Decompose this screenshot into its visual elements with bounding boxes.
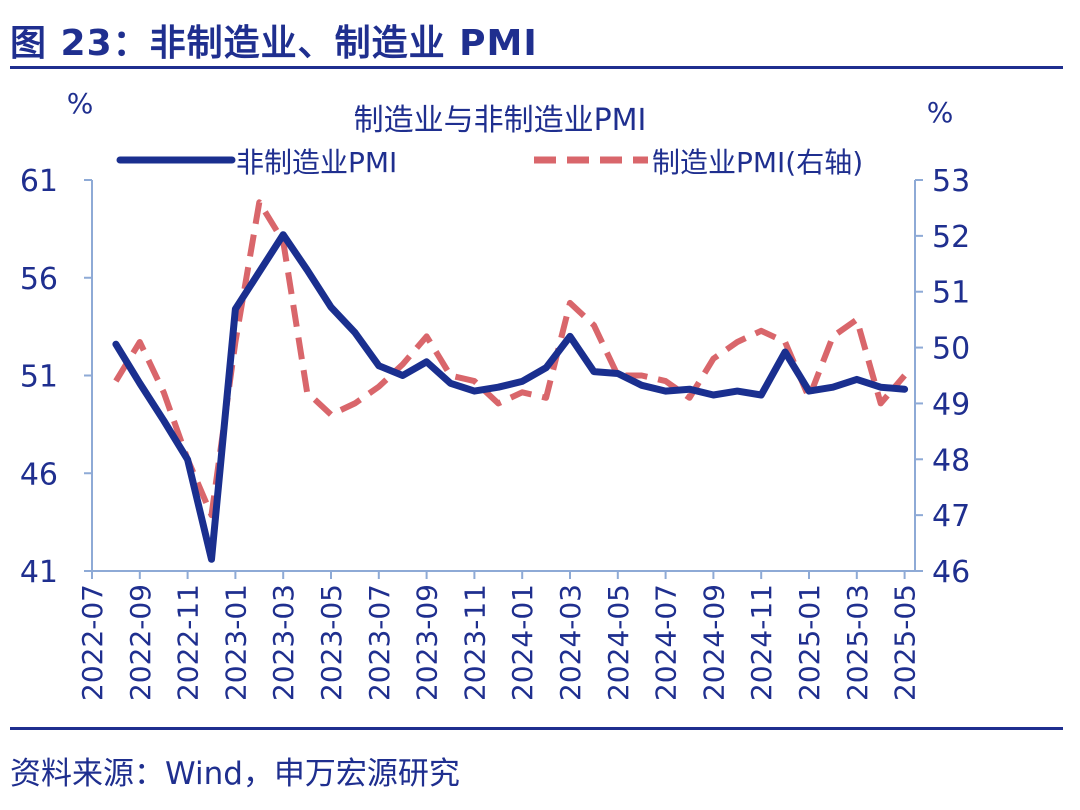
x-tick-label: 2024-05 — [602, 584, 635, 701]
series-line-nonmfg-pmi — [112, 231, 909, 563]
left-tick-label: 41 — [20, 555, 58, 590]
legend-label-nonmfg: 非制造业PMI — [236, 146, 397, 179]
x-tick-label: 2025-01 — [793, 584, 826, 701]
right-tick-label: 49 — [932, 387, 970, 422]
x-tick-label: 2024-03 — [554, 584, 587, 701]
chart-title: 制造业与非制造业PMI — [354, 103, 647, 138]
source-note: 资料来源：Wind，申万宏源研究 — [10, 756, 460, 792]
pmi-line-chart: 制造业与非制造业PMI % % 非制造业PMI 制造业PMI(右轴) 61 56 5… — [20, 87, 970, 701]
x-tick-label: 2022-11 — [172, 584, 205, 701]
right-tick-label: 47 — [932, 499, 970, 534]
x-tick-label: 2024-11 — [745, 584, 778, 701]
x-tick-label: 2023-01 — [219, 584, 252, 701]
left-tick-label: 46 — [20, 457, 58, 492]
x-tick-label: 2025-03 — [841, 584, 874, 701]
x-tick-label: 2023-05 — [315, 584, 348, 701]
right-tick-label: 53 — [932, 164, 970, 199]
legend: 非制造业PMI 制造业PMI(右轴) — [116, 146, 863, 179]
x-tick-label: 2023-03 — [267, 584, 300, 701]
figure-title: 图 23：非制造业、制造业 PMI — [10, 23, 538, 64]
x-tick-label: 2024-09 — [697, 584, 730, 701]
axes: 61 56 51 46 41 53 52 51 50 49 48 47 46 2022-07 2022-09… — [20, 164, 970, 701]
plot-area — [112, 199, 909, 563]
right-tick-label: 48 — [932, 443, 970, 478]
x-tick-label: 2023-07 — [363, 584, 396, 701]
x-tick-label: 2022-09 — [124, 584, 157, 701]
x-tick-label: 2022-07 — [76, 584, 109, 701]
x-tick-label: 2024-01 — [506, 584, 539, 701]
right-tick-label: 52 — [932, 220, 970, 255]
x-tick-label: 2023-11 — [458, 584, 491, 701]
legend-label-mfg: 制造业PMI(右轴) — [652, 146, 863, 179]
right-axis-unit: % — [927, 96, 954, 129]
right-tick-label: 50 — [932, 332, 970, 367]
left-tick-label: 56 — [20, 262, 58, 297]
left-axis-unit: % — [67, 87, 94, 120]
right-tick-label: 46 — [932, 555, 970, 590]
bottom-rule — [10, 727, 1063, 730]
left-tick-label: 51 — [20, 360, 58, 395]
x-tick-label: 2024-07 — [650, 584, 683, 701]
series-line-mfg-pmi — [113, 199, 907, 519]
right-tick-label: 51 — [932, 276, 970, 311]
top-rule — [10, 66, 1063, 69]
x-tick-label: 2025-05 — [889, 584, 922, 701]
x-tick-label: 2023-09 — [411, 584, 444, 701]
left-tick-label: 61 — [20, 164, 58, 199]
